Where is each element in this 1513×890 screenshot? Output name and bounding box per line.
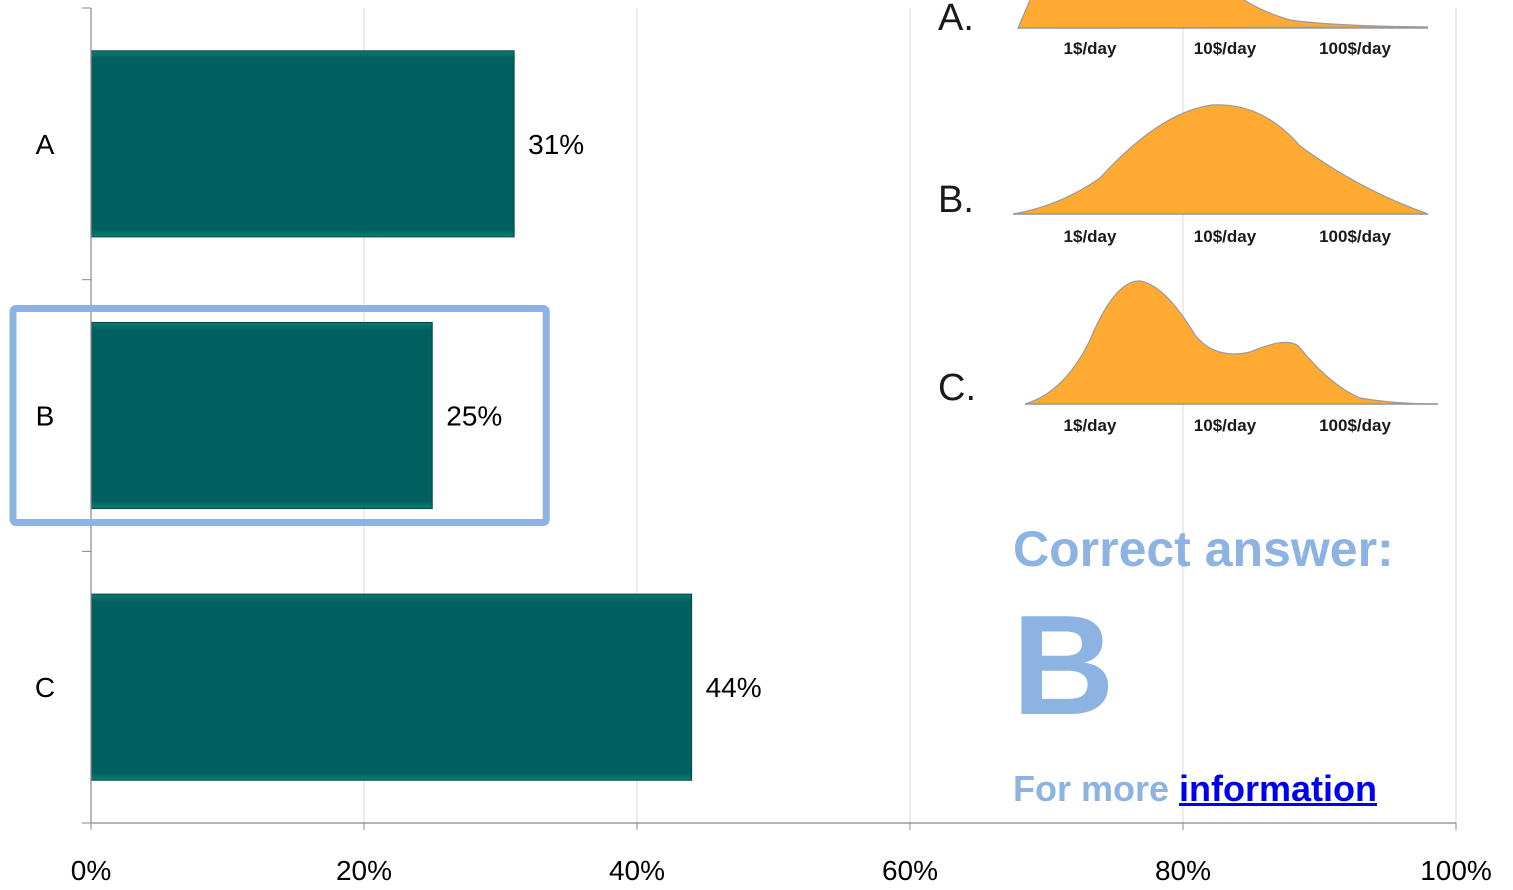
category-label-A: A — [36, 129, 55, 160]
data-label-C: 44% — [706, 672, 762, 703]
labels: 0% 20% 40% 60% 80% 100% 31% A 25% B 44% C — [35, 129, 1492, 886]
distribution-letter: A. — [938, 0, 974, 39]
distribution-letter: C. — [938, 367, 976, 409]
distribution-tick-label: 1$/day — [1064, 416, 1117, 435]
x-tick-label: 40% — [609, 855, 665, 886]
distribution-letter: B. — [938, 179, 974, 221]
distribution-A: A. 1$/day 10$/day 100$/day — [938, 0, 1429, 58]
distribution-tick-label: 100$/day — [1319, 227, 1391, 246]
data-label-B: 25% — [446, 401, 502, 432]
distribution-panels: A. 1$/day 10$/day 100$/day B. 1$/day 10$/day 10… — [938, 0, 1439, 435]
bar-A — [90, 50, 515, 238]
distribution-curve — [1024, 280, 1439, 405]
distribution-tick-label: 100$/day — [1319, 416, 1391, 435]
x-tick-label: 0% — [71, 855, 111, 886]
answer-highlight-box — [9, 304, 550, 527]
axes — [82, 7, 1457, 830]
data-label-A: 31% — [528, 129, 584, 160]
correct-answer-letter: B — [1012, 586, 1115, 745]
distribution-curve — [1017, 0, 1429, 29]
bars — [90, 50, 693, 781]
category-label-B: B — [36, 401, 55, 432]
distribution-B: B. 1$/day 10$/day 100$/day — [938, 104, 1429, 246]
x-tick-label: 60% — [882, 855, 938, 886]
distribution-tick-label: 100$/day — [1319, 39, 1391, 58]
bar-B — [90, 321, 433, 510]
x-tick-label: 100% — [1420, 855, 1492, 886]
distribution-tick-label: 10$/day — [1194, 416, 1257, 435]
x-tick-label: 20% — [336, 855, 392, 886]
more-info-prefix: For more — [1013, 768, 1180, 809]
correct-answer-title: Correct answer: — [1013, 521, 1394, 577]
more-info: For more information — [1013, 768, 1377, 810]
bar-C — [90, 593, 693, 781]
distribution-curve — [1012, 104, 1429, 215]
category-label-C: C — [35, 672, 55, 703]
distribution-tick-label: 1$/day — [1064, 227, 1117, 246]
distribution-tick-label: 1$/day — [1064, 39, 1117, 58]
x-tick-label: 80% — [1155, 855, 1211, 886]
distribution-C: C. 1$/day 10$/day 100$/day — [938, 280, 1439, 435]
distribution-tick-label: 10$/day — [1194, 227, 1257, 246]
distribution-tick-label: 10$/day — [1194, 39, 1257, 58]
information-link[interactable]: information — [1179, 768, 1378, 809]
